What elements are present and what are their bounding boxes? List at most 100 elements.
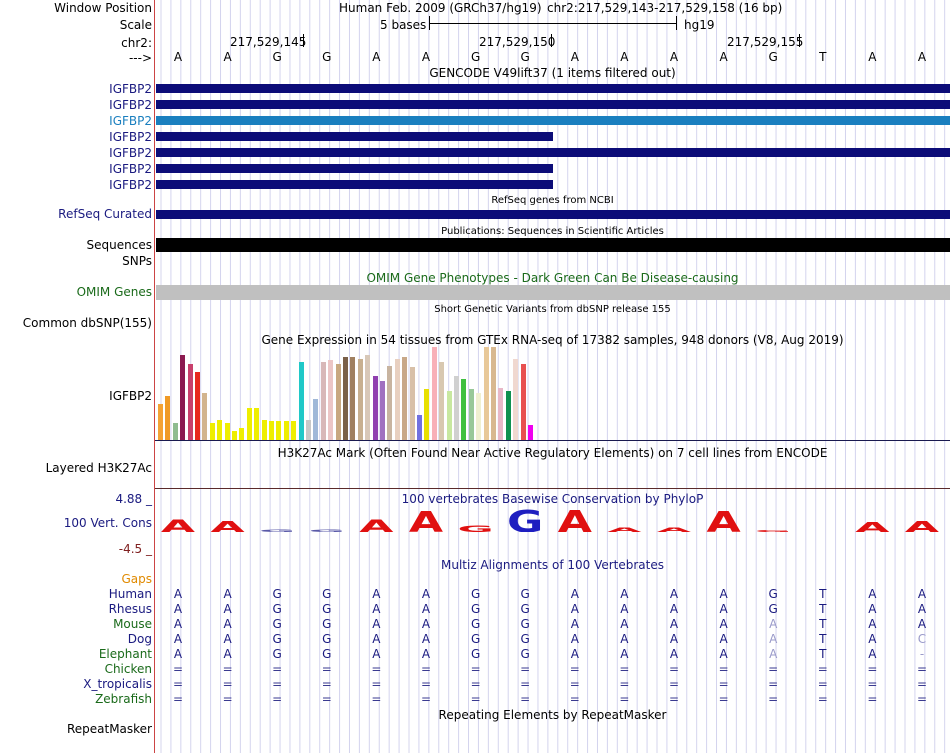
multiz-gaps-label[interactable]: Gaps (121, 572, 152, 586)
gtex-tissue-bar[interactable] (328, 360, 334, 440)
gene-bar[interactable] (156, 148, 950, 157)
gtex-tissue-bar[interactable] (528, 425, 533, 440)
alignment-base: A (570, 632, 579, 646)
gtex-tissue-bar[interactable] (335, 364, 341, 440)
omim-track-label[interactable]: OMIM Genes (76, 285, 152, 299)
gtex-tissue-bar[interactable] (483, 347, 489, 440)
gene-label[interactable]: IGFBP2 (109, 178, 152, 192)
gtex-tissue-bar[interactable] (365, 355, 371, 440)
gtex-tissue-bar[interactable] (209, 423, 215, 440)
gtex-tissue-bar[interactable] (217, 420, 223, 440)
gtex-baseline (155, 440, 950, 441)
gtex-tissue-bar[interactable] (394, 359, 400, 440)
alignment-base: A (570, 647, 579, 661)
gene-label[interactable]: IGFBP2 (109, 130, 152, 144)
gtex-tissue-bar[interactable] (254, 408, 260, 440)
gtex-tissue-bar[interactable] (187, 364, 193, 440)
h3k27ac-track-label[interactable]: Layered H3K27Ac (45, 461, 152, 475)
gene-bar[interactable] (156, 132, 553, 141)
gene-label[interactable]: IGFBP2 (109, 162, 152, 176)
gtex-track-label[interactable]: IGFBP2 (109, 389, 152, 403)
gene-bar[interactable] (156, 84, 950, 93)
gtex-tissue-bar[interactable] (165, 396, 171, 440)
gtex-tissue-bar[interactable] (439, 362, 445, 440)
gene-label[interactable]: IGFBP2 (109, 82, 152, 96)
conservation-track-label[interactable]: 100 Vert. Cons (63, 516, 152, 530)
gtex-tissue-bar[interactable] (491, 347, 496, 440)
gtex-tissue-bar[interactable] (446, 391, 452, 440)
gtex-tissue-bar[interactable] (461, 379, 467, 440)
gtex-tissue-bar[interactable] (387, 366, 393, 440)
gene-label[interactable]: IGFBP2 (109, 98, 152, 112)
gtex-tissue-bar[interactable] (180, 355, 186, 440)
gtex-tissue-bar[interactable] (246, 408, 252, 440)
gtex-tissue-bar[interactable] (195, 372, 200, 440)
gtex-tissue-bar[interactable] (431, 347, 437, 440)
gtex-tissue-bar[interactable] (320, 362, 326, 440)
snps-track-label[interactable]: SNPs (122, 254, 152, 268)
gtex-tissue-bar[interactable] (454, 376, 459, 440)
gtex-tissue-bar[interactable] (417, 415, 422, 440)
gtex-tissue-bar[interactable] (283, 421, 289, 440)
conservation-letter: G (755, 530, 791, 532)
publications-bar[interactable] (156, 238, 950, 252)
gtex-tissue-bar[interactable] (380, 381, 385, 440)
species-label[interactable]: Rhesus (108, 602, 152, 616)
gtex-tissue-bar[interactable] (269, 421, 274, 440)
repeatmasker-track-label[interactable]: RepeatMasker (66, 722, 152, 736)
gtex-tissue-bar[interactable] (158, 404, 163, 440)
alignment-base: C (917, 632, 927, 646)
alignment-base: A (372, 587, 381, 601)
gene-bar[interactable] (156, 100, 950, 109)
gtex-tissue-bar[interactable] (298, 362, 304, 440)
gtex-tissue-bar[interactable] (402, 357, 408, 440)
gtex-tissue-bar[interactable] (409, 367, 415, 440)
alignment-base: A (173, 632, 183, 646)
species-label[interactable]: X_tropicalis (83, 677, 152, 691)
species-label[interactable]: Zebrafish (95, 692, 152, 706)
gtex-tissue-bar[interactable] (291, 421, 297, 440)
gene-bar[interactable] (156, 164, 553, 173)
gtex-tissue-bar[interactable] (224, 423, 230, 440)
gtex-tissue-bar[interactable] (239, 428, 245, 440)
gtex-tissue-bar[interactable] (261, 420, 267, 440)
gtex-tissue-bar[interactable] (476, 393, 482, 440)
alignment-base: G (470, 602, 481, 616)
alignment-base: G (520, 632, 530, 646)
gene-label[interactable]: IGFBP2 (109, 146, 152, 160)
gtex-tissue-bar[interactable] (513, 359, 519, 440)
gtex-tissue-bar[interactable] (424, 389, 430, 440)
species-label[interactable]: Elephant (98, 647, 152, 661)
omim-bar[interactable] (156, 285, 950, 300)
gtex-tissue-bar[interactable] (276, 421, 282, 440)
gtex-tissue-bar[interactable] (202, 393, 208, 440)
alignment-base: = (668, 662, 680, 676)
gtex-tissue-bar[interactable] (343, 357, 348, 440)
genome-position[interactable]: chr2:217,529,143-217,529,158 (16 bp) (547, 1, 783, 15)
alignment-base: = (222, 662, 233, 676)
gtex-tissue-bar[interactable] (498, 388, 504, 440)
gtex-tissue-bar[interactable] (357, 359, 363, 440)
gtex-tissue-bar[interactable] (505, 391, 511, 440)
refseq-track-label[interactable]: RefSeq Curated (58, 207, 152, 221)
refseq-gene-bar[interactable] (156, 210, 950, 219)
gtex-tissue-bar[interactable] (372, 376, 378, 440)
gtex-tissue-bar[interactable] (313, 399, 319, 440)
dbsnp-track-label[interactable]: Common dbSNP(155) (22, 316, 152, 330)
species-label[interactable]: Mouse (113, 617, 152, 631)
gtex-bar-chart[interactable] (156, 347, 536, 440)
gtex-tissue-bar[interactable] (350, 357, 356, 440)
species-label[interactable]: Dog (127, 632, 152, 646)
publications-track-label[interactable]: Sequences (86, 238, 152, 252)
gene-bar[interactable] (156, 180, 553, 189)
gtex-tissue-bar[interactable] (520, 364, 526, 440)
gtex-tissue-bar[interactable] (468, 389, 474, 440)
gtex-tissue-bar[interactable] (306, 420, 311, 440)
gene-label[interactable]: IGFBP2 (109, 114, 152, 128)
species-label[interactable]: Chicken (104, 662, 152, 676)
gene-bar[interactable] (156, 116, 950, 125)
gtex-tissue-bar[interactable] (172, 423, 178, 440)
species-label[interactable]: Human (108, 587, 152, 601)
gtex-tissue-bar[interactable] (232, 431, 237, 440)
